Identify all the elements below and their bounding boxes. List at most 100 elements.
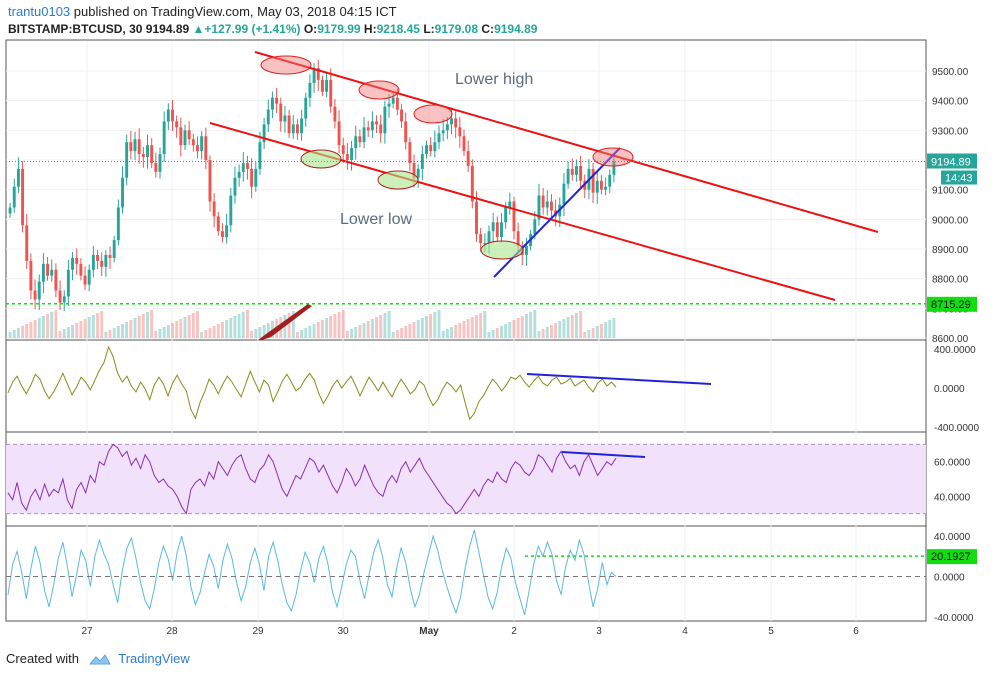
volume-bar	[66, 327, 70, 338]
candle-body	[337, 121, 341, 146]
volume-bar	[470, 317, 474, 338]
candle-body	[354, 136, 358, 149]
volume-bar	[96, 313, 99, 338]
volume-bar	[537, 331, 541, 338]
price-tick-label: 8600.00	[932, 334, 969, 345]
volume-bar	[420, 318, 424, 338]
volume-bar	[258, 327, 262, 338]
change-up-icon: ▲	[192, 22, 205, 36]
oscillator_3-tick-label: 0.0000	[934, 573, 965, 584]
time-tick-label: 27	[81, 626, 93, 637]
time-tick-label: 29	[252, 626, 264, 637]
low-value: 9179.08	[434, 22, 479, 36]
candle-body	[562, 183, 566, 205]
upper-channel-line[interactable]	[254, 51, 879, 233]
volume-bar	[412, 322, 416, 338]
indicator-lines	[7, 345, 617, 616]
candle-body	[75, 257, 79, 264]
osc1-trend-line[interactable]	[526, 373, 712, 385]
volume-bar	[154, 331, 158, 338]
rsi-axis[interactable]: 60.0000 40.0000	[934, 458, 971, 504]
tradingview-logo-icon[interactable]	[88, 653, 111, 666]
candle-body	[116, 207, 120, 241]
osc3-axis[interactable]: 40.0000 0.0000 -40.0000	[934, 532, 974, 624]
volume-bar	[171, 323, 174, 338]
lower-channel-line[interactable]	[209, 122, 836, 301]
volume-bar	[320, 320, 324, 338]
lower-high-marker-2[interactable]	[358, 80, 400, 100]
candle-body	[104, 254, 108, 267]
footer: Created with TradingView	[6, 651, 190, 666]
volume-bar	[162, 327, 166, 338]
candle-body	[100, 260, 104, 267]
candle-body	[420, 154, 424, 169]
rsi-trend-line[interactable]	[561, 451, 646, 458]
candle-body	[196, 145, 199, 152]
volume-bar	[79, 321, 83, 338]
volume-bar	[146, 312, 149, 338]
volume-bar	[233, 316, 237, 338]
candle-body	[437, 133, 441, 143]
candle-body	[479, 234, 483, 244]
volume-bar	[129, 320, 133, 338]
lower-low-marker-2[interactable]	[377, 170, 419, 190]
volume-bar	[354, 327, 358, 338]
candle-body	[429, 145, 433, 152]
volume-bar	[541, 329, 545, 338]
volume-bar	[87, 317, 91, 338]
candle-body	[549, 201, 553, 211]
candle-body	[121, 177, 124, 208]
candle-body	[291, 124, 295, 134]
grid-layer	[6, 41, 926, 621]
volume-bar	[325, 318, 329, 338]
lower-low-marker-1[interactable]	[300, 149, 342, 169]
volume-bar	[16, 328, 20, 338]
price-tick-label: 9300.00	[932, 126, 969, 137]
volume-bars	[8, 310, 616, 338]
candle-body	[229, 195, 233, 226]
time-axis[interactable]: 27 28 29 30 May 2 3 4 5 6	[81, 626, 859, 637]
volume-bar	[512, 320, 516, 338]
lower-high-marker-4[interactable]	[592, 147, 634, 167]
volume-bar	[549, 325, 553, 338]
volume-bar	[287, 313, 291, 338]
rsi-tick-label: 40.0000	[934, 492, 971, 503]
volume-bar	[487, 332, 491, 338]
candle-body	[21, 168, 25, 226]
volume-bar	[166, 325, 170, 338]
dark-red-arrow[interactable]	[258, 304, 312, 340]
volume-bar	[612, 318, 616, 338]
rsi-band-fill	[6, 444, 926, 514]
osc1-axis[interactable]: 400.0000 0.0000 -400.0000	[934, 345, 979, 434]
time-tick-label: 5	[768, 626, 774, 637]
price-tick-label: 9500.00	[932, 67, 969, 78]
candle-body	[233, 177, 237, 196]
candle-body	[508, 201, 512, 208]
lower-low-marker-3[interactable]	[480, 240, 524, 260]
candle-body	[375, 121, 379, 125]
candle-body	[316, 68, 320, 80]
volume-bar	[408, 324, 412, 338]
candle-body	[500, 222, 503, 238]
candle-body	[275, 97, 279, 104]
tradingview-brand-link[interactable]: TradingView	[118, 651, 190, 666]
candle-body	[604, 186, 608, 190]
candle-body	[129, 142, 133, 152]
candle-body	[241, 162, 245, 172]
author-name[interactable]: trantu0103	[8, 4, 71, 19]
volume-bar	[21, 326, 25, 338]
volume-bar	[283, 315, 287, 338]
candle-body	[537, 195, 541, 220]
candle-body	[370, 121, 374, 131]
volume-bar	[441, 331, 445, 338]
candle-body	[266, 109, 270, 125]
lower-high-marker-3[interactable]	[413, 104, 453, 124]
osc3-level-badge-text: 20.1927	[931, 551, 971, 563]
volume-bar	[495, 328, 499, 338]
lower-high-marker-1[interactable]	[260, 55, 312, 75]
close-value: 9194.89	[494, 22, 538, 36]
candle-body	[250, 168, 254, 187]
candle-body	[470, 165, 474, 202]
candle-body	[200, 136, 204, 152]
